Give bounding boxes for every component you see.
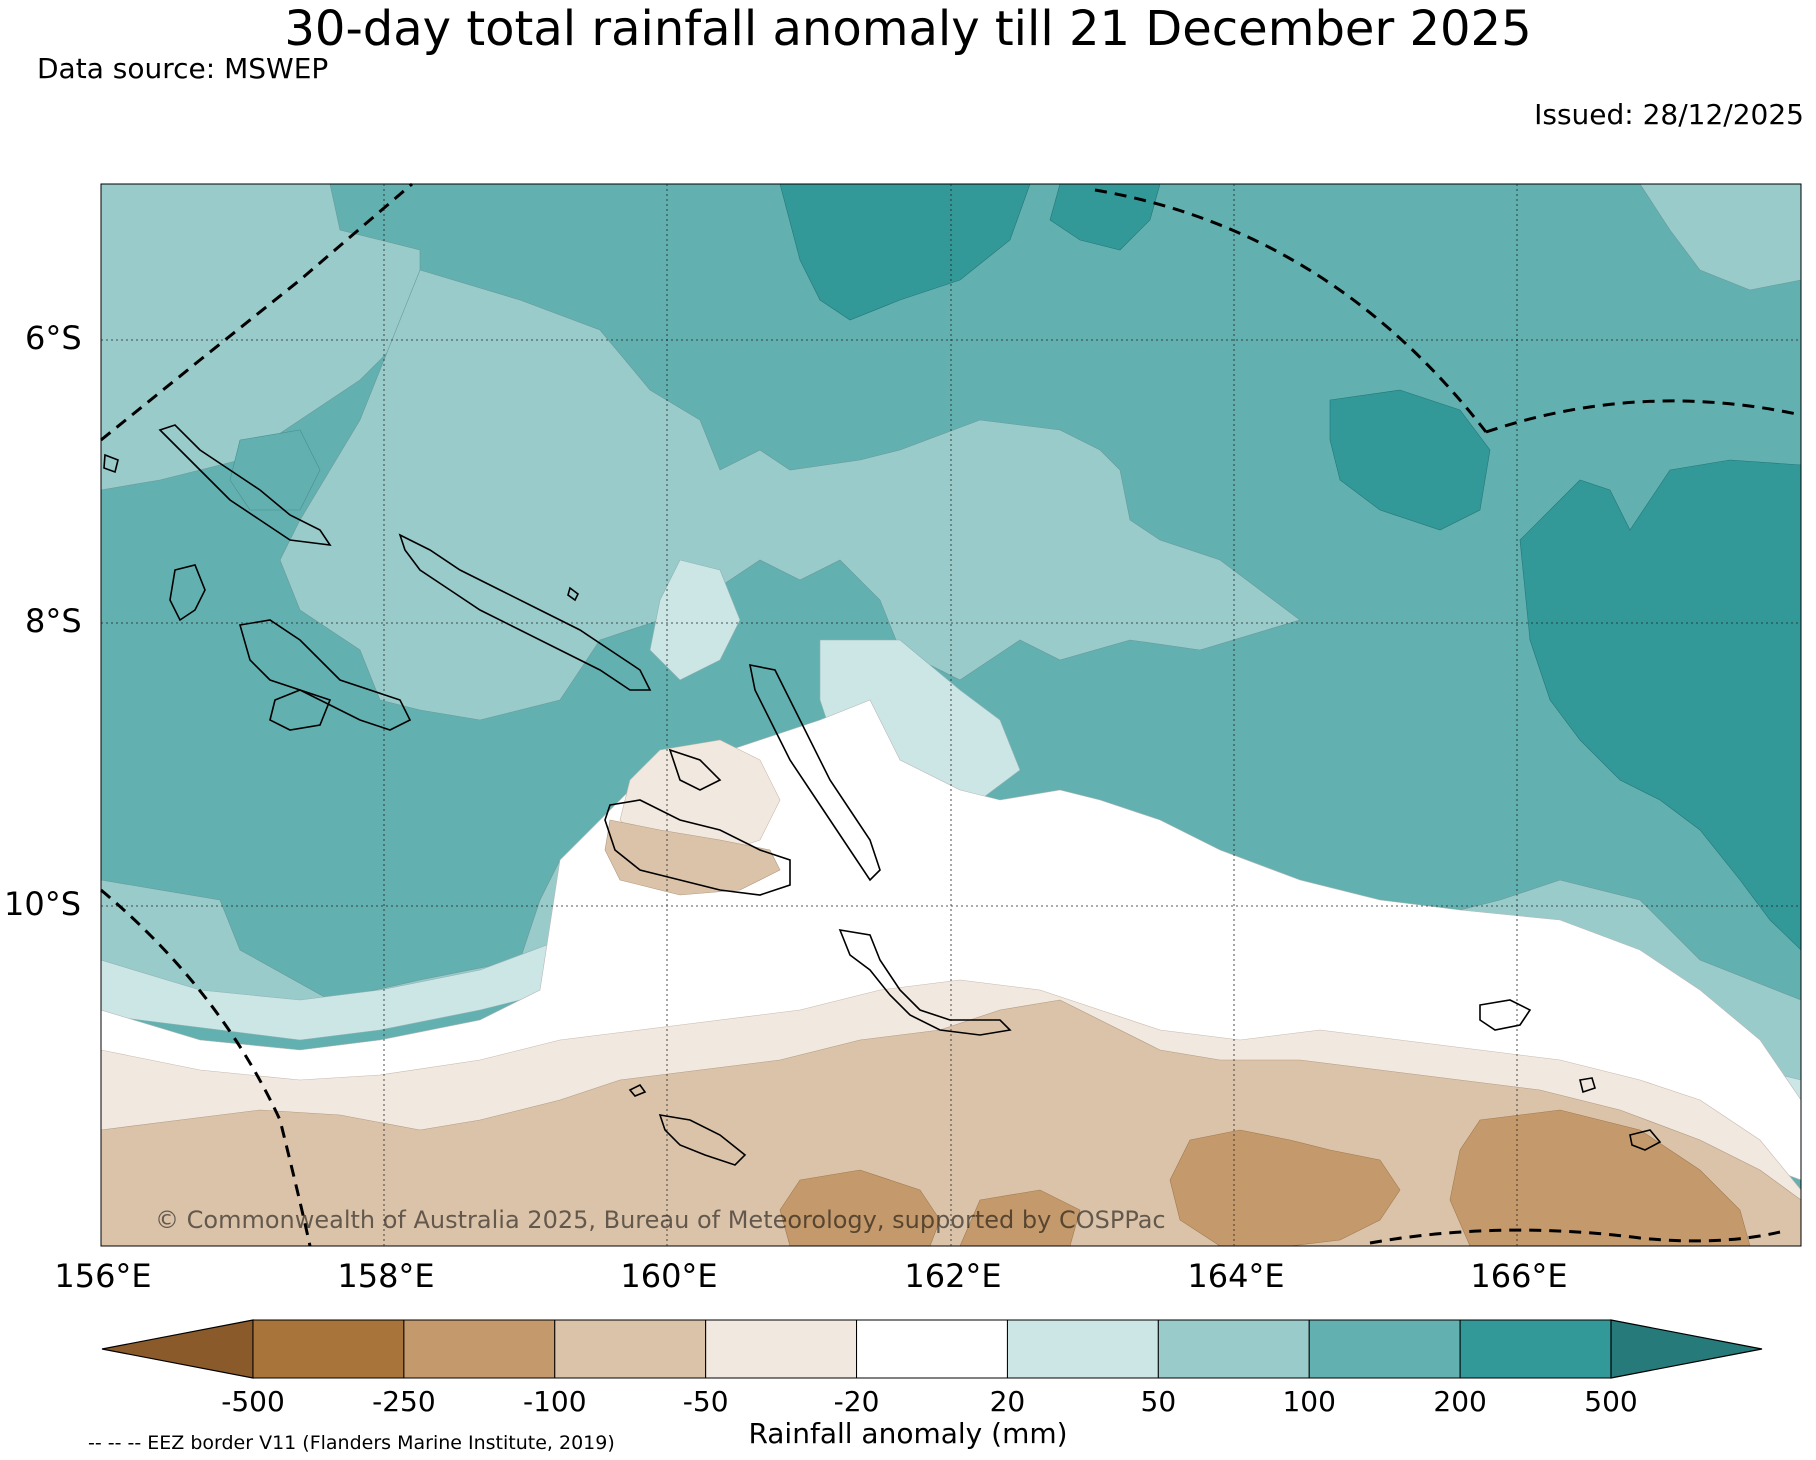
- issued-date: Issued: 28/12/2025: [1534, 98, 1804, 131]
- colorbar-tick-label: -100: [522, 1385, 587, 1418]
- lat-label-6S: 6°S: [25, 319, 82, 357]
- gridlines: [101, 184, 1801, 1246]
- coastlines: [103, 424, 1662, 1166]
- anomaly-field-50-100-east-north: [1639, 184, 1801, 291]
- anomaly-field-minus100-250-a: [1169, 1129, 1401, 1246]
- colorbar-tick-label: -20: [833, 1385, 880, 1418]
- lat-label-10S: 10°S: [4, 885, 82, 923]
- coastline-santa-cruz: [1479, 999, 1532, 1031]
- colorbar-tick-label: 500: [1584, 1385, 1638, 1418]
- anomaly-field-20-50-central: [649, 559, 741, 681]
- eez-border-north: [1094, 188, 1488, 433]
- anomaly-field-minus50-100-north: [604, 819, 781, 896]
- colorbar-tick-label: 100: [1282, 1385, 1336, 1418]
- lon-label-166E: 166°E: [1470, 1257, 1568, 1295]
- coastline-makira: [658, 1113, 747, 1166]
- colorbar-extension-low: [101, 1319, 254, 1379]
- eez-border-northeast: [1485, 399, 1802, 434]
- colorbar-box: [1006, 1319, 1159, 1379]
- colorbar-tick-label: 200: [1433, 1385, 1487, 1418]
- anomaly-field-minus100-250-c: [779, 1169, 941, 1246]
- coastline-choiseul: [398, 533, 652, 691]
- colorbar-box: [252, 1319, 405, 1379]
- coastline-guadalcanal: [604, 799, 791, 896]
- colorbar-box: [856, 1319, 1008, 1379]
- colorbar-box: [1459, 1319, 1612, 1379]
- lon-label-156E: 156°E: [54, 1257, 152, 1295]
- anomaly-field-100-200-west-core: [229, 429, 321, 511]
- anomaly-field-200-500-north: [779, 184, 1031, 321]
- coastline-rennell: [628, 1083, 647, 1097]
- coastline-vella: [169, 564, 206, 622]
- coastline-santa-isabel: [748, 663, 881, 882]
- colorbar-tick-label: -50: [682, 1385, 729, 1418]
- colorbar-box: [705, 1319, 858, 1379]
- chart-title: 30-day total rainfall anomaly till 21 De…: [284, 1, 1532, 57]
- coastline-vanikoro: [1629, 1129, 1662, 1151]
- eez-border-northwest: [100, 182, 413, 442]
- lon-label-164E: 164°E: [1187, 1257, 1285, 1295]
- anomaly-field-50-100-west: [101, 184, 421, 491]
- coastline-bougainville: [158, 424, 332, 547]
- coastline-new-georgia: [238, 619, 412, 731]
- coastline-florida: [668, 748, 722, 791]
- copyright-text: © Commonwealth of Australia 2025, Bureau…: [155, 1206, 1166, 1234]
- anomaly-field-minus100-250-d: [959, 1189, 1081, 1246]
- eez-legend-note: -- -- -- EEZ border V11 (Flanders Marine…: [88, 1432, 615, 1454]
- colorbar-tick-label: 50: [1140, 1385, 1177, 1418]
- colorbar-title: Rainfall anomaly (mm): [748, 1417, 1068, 1450]
- lat-label-8S: 8°S: [25, 602, 82, 640]
- eez-border-south: [1369, 1228, 1781, 1245]
- colorbar-box: [403, 1319, 556, 1379]
- coastline-shortland: [103, 453, 119, 474]
- anomaly-field-200-500-north-east: [1049, 184, 1161, 251]
- coastline-utupua: [1579, 1077, 1596, 1094]
- coastline-malaita: [838, 928, 1012, 1036]
- lon-label-162E: 162°E: [904, 1257, 1002, 1295]
- anomaly-field-200-500-east: [1519, 459, 1801, 951]
- coastline-ontong-java: [567, 586, 580, 602]
- eez-borders: [100, 182, 1802, 1247]
- anomaly-field-minus100-250-b: [1449, 1109, 1751, 1246]
- lon-label-160E: 160°E: [620, 1257, 718, 1295]
- lon-label-158E: 158°E: [337, 1257, 435, 1295]
- coastline-rendova: [269, 689, 332, 731]
- colorbar-extension-high: [1610, 1319, 1763, 1379]
- colorbar-tick-label: -250: [372, 1385, 436, 1418]
- colorbar-tick-label: -500: [221, 1385, 285, 1418]
- colorbar-box: [1157, 1319, 1310, 1379]
- eez-border-southwest: [100, 888, 312, 1247]
- colorbar-tick-label: 20: [989, 1385, 1026, 1418]
- colorbar: [101, 1319, 1763, 1379]
- colorbar-box: [1308, 1319, 1461, 1379]
- colorbar-box: [554, 1319, 707, 1379]
- anomaly-field-200-500-east-mid: [1329, 389, 1491, 531]
- data-source: Data source: MSWEP: [37, 52, 329, 85]
